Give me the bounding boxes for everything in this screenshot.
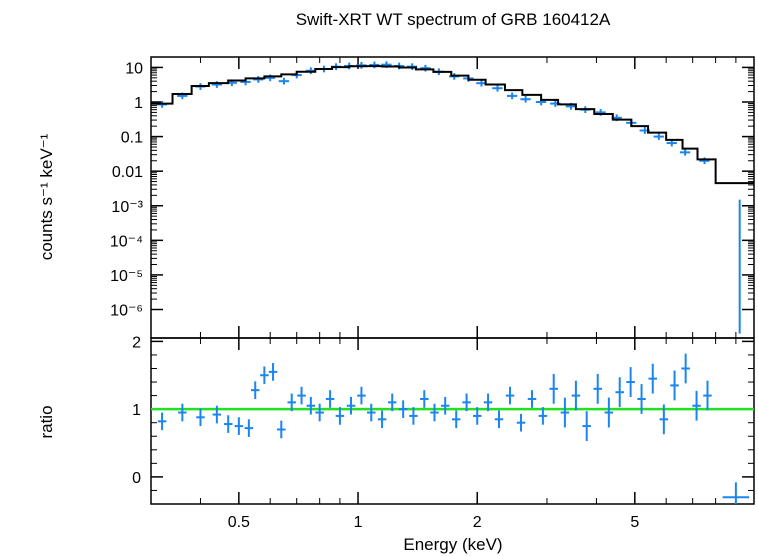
ratio-data-series [157,353,750,504]
spectrum-data-point [506,92,518,100]
ratio-data-point [377,410,387,429]
spectrum-data-point [278,77,290,85]
ratio-panel: 0 1 2 0.5 1 2 5 ratio Energy (keV) [37,334,755,554]
ratio-data-point [315,403,324,422]
ratio-data-point [430,403,439,422]
x-tick-label: 5 [630,514,639,531]
ratio-panel-frame [150,337,755,505]
ratio-data-point [670,370,679,401]
spectrum-x-ticks [150,57,737,338]
spectrum-data-point [369,61,380,69]
ratio-data-point [250,381,260,399]
ratio-data-point [593,373,602,404]
spectrum-panel-frame [150,56,755,339]
spectrum-y-tick-label: 10 [125,60,143,77]
ratio-data-point [703,380,712,411]
ratio-data-point [692,390,701,421]
ratio-data-point [287,393,296,412]
ratio-data-point [527,390,537,408]
x-tick-label: 0.5 [228,514,250,531]
ratio-data-point [582,411,591,441]
spectrum-model-line [151,65,754,185]
ratio-data-point [637,384,646,414]
ratio-data-point [615,377,624,408]
ratio-data-point [494,410,504,429]
ratio-data-point [462,393,471,412]
spectrum-y-tick-label: 0.1 [121,130,143,147]
ratio-data-point [604,397,614,428]
spectrum-data-point [420,64,431,72]
ratio-data-point [306,396,316,415]
spectrum-data-point [653,133,664,140]
ratio-data-point [722,482,750,504]
ratio-data-point [409,407,418,425]
ratio-data-point [212,405,222,424]
spectrum-y-axis-label: counts s⁻¹ keV⁻¹ [37,133,56,260]
spectrum-data-point [492,84,503,92]
spectrum-y-tick-label: 0.01 [112,164,143,181]
spectrum-y-tick-label: 10⁻³ [111,199,143,216]
ratio-data-point [335,407,345,425]
ratio-y-tick-label: 2 [132,334,141,351]
ratio-data-point [538,407,548,425]
spectrum-y-tick-label: 1 [134,95,143,112]
ratio-data-point [659,404,669,435]
x-axis-label: Energy (keV) [403,535,502,554]
ratio-data-point [398,400,408,418]
ratio-data-point [357,386,366,405]
ratio-data-point [244,419,254,437]
ratio-data-point [549,373,558,404]
ratio-data-point [260,366,269,385]
ratio-data-point [516,413,526,432]
chart-title: Swift-XRT WT spectrum of GRB 160412A [296,10,611,29]
ratio-data-point [367,403,376,422]
ratio-data-point [325,390,335,408]
ratio-y-tick-label: 1 [132,402,141,419]
ratio-data-point [560,397,570,428]
ratio-data-point [268,363,278,381]
ratio-data-point [223,415,233,433]
ratio-data-point [178,403,187,422]
x-tick-label: 2 [473,514,482,531]
spectrum-y-tick-label: 10⁻⁴ [110,233,143,250]
ratio-data-point [277,420,286,439]
spectrum-data-point [520,95,531,103]
spectrum-data-series [156,61,710,165]
ratio-data-point [440,396,450,415]
ratio-data-point [157,412,167,431]
spectrum-data-point [679,148,691,156]
spectrum-y-ticks: 10 1 0.1 0.01 10⁻³ 10⁻⁴ 10⁻⁵ 10⁻⁶ [110,56,754,320]
ratio-data-point [505,386,515,405]
ratio-data-point [648,363,657,394]
ratio-data-point [234,417,244,435]
spectrum-data-point [211,81,222,88]
ratio-data-point [571,380,581,411]
ratio-data-point [387,393,397,412]
ratio-data-point [626,367,635,397]
ratio-data-point [472,407,482,425]
ratio-y-ticks: 0 1 2 [132,334,754,491]
ratio-data-point [196,408,205,427]
x-tick-label: 1 [354,514,363,531]
spectrum-y-tick-label: 10⁻⁵ [110,268,143,285]
ratio-data-point [297,386,306,405]
ratio-data-point [483,393,493,412]
ratio-y-axis-label: ratio [37,405,56,438]
spectrum-panel: 10 1 0.1 0.01 10⁻³ 10⁻⁴ 10⁻⁵ 10⁻⁶ counts s⁻¹ ke… [37,56,755,339]
ratio-data-point [681,353,690,384]
ratio-data-point [451,410,461,429]
ratio-x-ticks: 0.5 1 2 5 [150,338,737,531]
ratio-data-point [420,390,429,408]
ratio-y-tick-label: 0 [132,470,141,487]
ratio-data-point [346,396,356,415]
spectrum-y-tick-label: 10⁻⁶ [110,303,143,320]
